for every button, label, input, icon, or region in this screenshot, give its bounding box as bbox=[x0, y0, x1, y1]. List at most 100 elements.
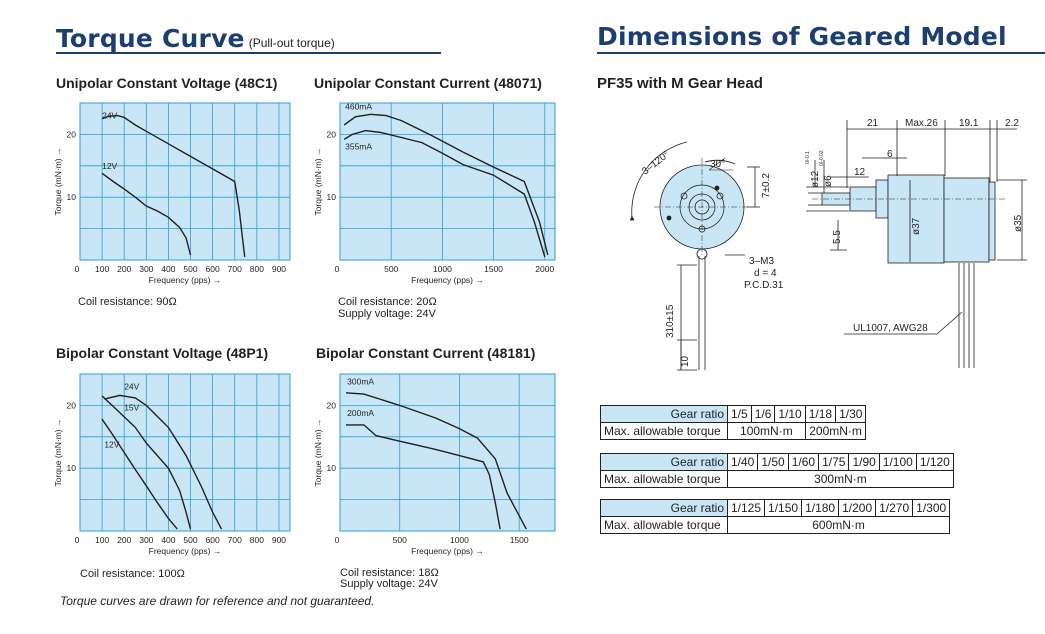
label-dia-12: ø12 bbox=[810, 170, 821, 188]
label-19-1: 19.1 bbox=[959, 118, 979, 129]
mount-hole-1 bbox=[680, 192, 688, 200]
gear-ratio-cell: 1/30 bbox=[835, 405, 867, 423]
note-c2-voltage: Supply voltage: 24V bbox=[338, 308, 436, 320]
chart-title-c2: Unipolar Constant Current (48071) bbox=[314, 75, 542, 91]
torque-row: Max. allowable torque 300mN·m bbox=[600, 470, 954, 488]
x-tick-label: 900 bbox=[272, 264, 286, 274]
series-line-24v bbox=[101, 114, 246, 257]
gear-ratio-cell: 1/5 bbox=[727, 405, 752, 423]
x-tick-label: 1000 bbox=[450, 535, 469, 545]
note-c1-coil: Coil resistance: 90Ω bbox=[78, 296, 177, 308]
torque-heading-rule bbox=[56, 52, 441, 54]
x-tick-label: 900 bbox=[272, 535, 286, 545]
plot-area bbox=[339, 102, 556, 261]
series-line-460ma bbox=[343, 113, 549, 256]
side-view bbox=[806, 120, 1027, 368]
x-tick-label: 2000 bbox=[535, 264, 554, 274]
x-tick-label: 100 bbox=[95, 535, 109, 545]
x-tick-label: 800 bbox=[250, 264, 264, 274]
x-tick-label: 800 bbox=[250, 535, 264, 545]
x-tick-label: 500 bbox=[384, 264, 398, 274]
y-tick-label: 20 bbox=[327, 400, 337, 410]
label-30deg: 30° bbox=[710, 159, 725, 170]
gear-table-2: Gear ratio 1/40 1/50 1/60 1/75 1/90 1/10… bbox=[600, 453, 954, 488]
dimensions-heading: Dimensions of Geared Model bbox=[597, 22, 1007, 51]
x-tick-label: 700 bbox=[228, 264, 242, 274]
y-tick-label: 20 bbox=[67, 400, 77, 410]
gear-ratio-label: Gear ratio bbox=[600, 499, 728, 517]
x-axis-label: Frequency (pps) → bbox=[149, 275, 222, 285]
series-label-24v: 24V bbox=[102, 111, 117, 121]
x-tick-label: 500 bbox=[183, 264, 197, 274]
label-dia-37: ø37 bbox=[911, 217, 922, 235]
label-5-5: 5.5 bbox=[832, 230, 843, 244]
y-tick-label: 20 bbox=[327, 129, 337, 139]
series-label-460ma: 460mA bbox=[345, 101, 372, 111]
series-line-15v bbox=[101, 395, 192, 530]
note-c4-coil: Coil resistance: 18Ω bbox=[340, 567, 439, 579]
x-tick-label: 100 bbox=[95, 264, 109, 274]
gear-ratio-cell: 1/18 bbox=[804, 405, 837, 423]
chart-unipolar-constant-current: 0 500 1000 1500 2000 10 20 Frequency (pps) → Tor… bbox=[313, 101, 556, 285]
chart-unipolar-constant-voltage: 0 100 200 300 400 500 600 700 800 900 10 20 Frequenc… bbox=[53, 102, 291, 285]
mount-hole-3 bbox=[698, 225, 706, 233]
motor-body bbox=[943, 177, 990, 263]
torque-row: Max. allowable torque 100mN·m 200mN·m bbox=[600, 422, 867, 440]
x-tick-label: 600 bbox=[206, 535, 220, 545]
label-6: 6 bbox=[887, 149, 893, 160]
torque-label: Max. allowable torque bbox=[600, 422, 728, 440]
gear-head-body bbox=[887, 174, 945, 264]
torque-cell: 100mN·m bbox=[727, 422, 806, 440]
x-axis-label: Frequency (pps) → bbox=[411, 275, 484, 285]
y-axis-label: Torque (mN·m) → bbox=[313, 418, 323, 486]
label-21: 21 bbox=[867, 118, 879, 129]
gear-ratio-row: Gear ratio 1/125 1/150 1/180 1/200 1/270… bbox=[600, 499, 951, 517]
note-c4-voltage: Supply voltage: 24V bbox=[340, 578, 438, 590]
y-tick-label: 10 bbox=[327, 192, 337, 202]
y-tick-label: 10 bbox=[67, 192, 77, 202]
front-view bbox=[629, 141, 760, 371]
x-axis-label: Frequency (pps) → bbox=[411, 546, 484, 556]
x-tick-label: 200 bbox=[117, 535, 131, 545]
x-tick-label: 200 bbox=[117, 264, 131, 274]
dimension-drawing: 3–120° 30° 7±0.2 3–M3 d = 4 P.C.D.31 310… bbox=[629, 118, 1027, 371]
torque-cell: 600mN·m bbox=[726, 516, 951, 534]
series-label-12v: 12V bbox=[104, 439, 119, 449]
y-tick-label: 20 bbox=[67, 129, 77, 139]
x-tick-label: 1500 bbox=[484, 264, 503, 274]
x-tick-label: 0 bbox=[335, 264, 340, 274]
x-tick-label: 500 bbox=[393, 535, 407, 545]
chart-bipolar-constant-current: 0 500 1000 1500 10 20 Frequency (pps) → Torque … bbox=[313, 373, 556, 556]
label-dia-12-tol: 0/-0.1 bbox=[805, 151, 811, 164]
chart-title-c4: Bipolar Constant Current (48181) bbox=[316, 345, 536, 361]
gear-ratio-cell: 1/50 bbox=[757, 453, 789, 471]
gear-ratio-cell: 1/125 bbox=[726, 499, 766, 517]
torque-label: Max. allowable torque bbox=[600, 516, 728, 534]
note-c2-coil: Coil resistance: 20Ω bbox=[338, 296, 437, 308]
series-line-12v bbox=[101, 172, 192, 256]
label-strip: 10 bbox=[680, 355, 691, 367]
x-tick-label: 300 bbox=[139, 264, 153, 274]
gear-ratio-cell: 1/300 bbox=[912, 499, 951, 517]
chart-title-c3: Bipolar Constant Voltage (48P1) bbox=[56, 345, 269, 361]
x-tick-label: 1000 bbox=[433, 264, 452, 274]
label-7: 7±0.2 bbox=[761, 173, 772, 198]
torque-curve-title: Torque Curve bbox=[56, 24, 245, 53]
series-label-200ma: 200mA bbox=[347, 408, 374, 418]
y-axis-label: Torque (mN·m) → bbox=[313, 147, 323, 215]
gear-ratio-cell: 1/75 bbox=[818, 453, 850, 471]
chart-title-c1: Unipolar Constant Voltage (48C1) bbox=[56, 75, 278, 91]
x-tick-label: 300 bbox=[139, 535, 153, 545]
label-max26: Max.26 bbox=[905, 118, 938, 129]
y-axis-label: Torque (mN·m) → bbox=[53, 418, 63, 486]
gear-table-3: Gear ratio 1/125 1/150 1/180 1/200 1/270… bbox=[600, 499, 951, 534]
x-axis-label: Frequency (pps) → bbox=[149, 546, 222, 556]
series-label-24v: 24V bbox=[124, 382, 139, 392]
x-tick-label: 700 bbox=[228, 535, 242, 545]
gear-ratio-cell: 1/270 bbox=[875, 499, 914, 517]
torque-label: Max. allowable torque bbox=[600, 470, 728, 488]
torque-curve-heading: Torque Curve (Pull-out torque) bbox=[56, 24, 335, 53]
label-dia-35: ø35 bbox=[1013, 214, 1024, 232]
label-dia-6-tol: 0/-0.02 bbox=[819, 150, 825, 166]
label-12: 12 bbox=[854, 167, 866, 178]
